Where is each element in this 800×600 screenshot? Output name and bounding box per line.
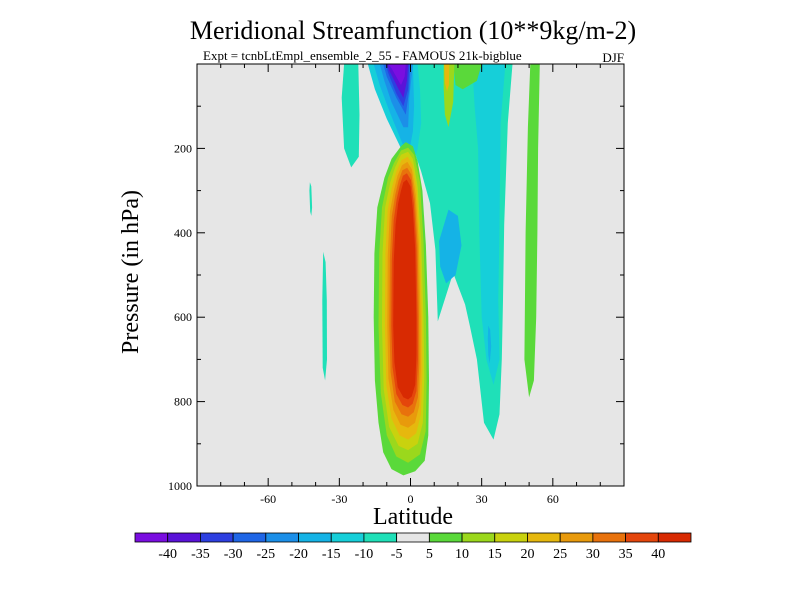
colorbar-swatch (527, 532, 561, 543)
colorbar-swatch (167, 532, 201, 543)
contour-north-weak-positive-upper (453, 64, 482, 90)
x-tick-label: -30 (331, 492, 347, 506)
contour-north-negative-15-blob (439, 209, 462, 284)
colorbar-swatch (559, 532, 594, 543)
colorbar-label: -30 (224, 547, 243, 562)
colorbar-label: -15 (322, 547, 341, 562)
plot-area (197, 64, 624, 486)
colorbar-label: 5 (426, 547, 433, 562)
contour-hadley-positive-40 (393, 179, 417, 400)
colorbar-swatch (428, 532, 463, 543)
y-tick-label: 1000 (168, 479, 192, 493)
colorbar-swatch (330, 532, 365, 543)
x-tick-label: 60 (547, 492, 559, 506)
colorbar-label: 35 (619, 547, 633, 562)
colorbar-swatch (494, 532, 528, 543)
colorbar-swatch (396, 532, 430, 543)
colorbar-label: -20 (289, 547, 308, 562)
colorbar-label: -35 (191, 547, 210, 562)
colorbar-swatch (363, 532, 398, 543)
colorbar-swatch (592, 532, 626, 543)
colorbar-label: -5 (391, 547, 403, 562)
colorbar-label: -25 (256, 547, 275, 562)
contour-north-positive-upper-20 (444, 64, 450, 92)
contour-south-small-negative-blob (322, 251, 327, 381)
axes: -60 -30 0 30 60 200 400 600 800 1000 (168, 63, 625, 506)
contour-hadley-negative-40 (388, 64, 406, 86)
x-tick-label: 30 (476, 492, 488, 506)
y-tick-label: 600 (174, 310, 192, 324)
colorbar-swatch (625, 532, 659, 543)
x-axis-label: Latitude (373, 504, 453, 530)
colorbar-swatch (298, 532, 332, 543)
contour-north-weak-positive-cell (524, 64, 540, 398)
y-tick-label: 400 (174, 226, 192, 240)
contour-southern-weak-negative-cell (341, 64, 360, 168)
y-axis-label: Pressure (in hPa) (118, 190, 144, 354)
colorbar-label: 25 (553, 547, 567, 562)
colorbar-label: 20 (520, 547, 534, 562)
colorbar-swatch (200, 532, 234, 543)
colorbar: -40 -35 -30 -25 -20 -15 -10 -5 5 10 15 20 25 30 35 40 (134, 532, 692, 562)
colorbar-swatch (134, 532, 169, 543)
colorbar-label: 40 (651, 547, 665, 562)
colorbar-swatch (657, 532, 692, 543)
colorbar-label: -40 (158, 547, 177, 562)
colorbar-swatch (232, 532, 267, 543)
contour-north-negative-15-small (487, 325, 492, 364)
colorbar-swatch (461, 532, 496, 543)
season-label: DJF (602, 50, 624, 65)
x-tick-label: 0 (408, 492, 414, 506)
x-tick-label: -60 (260, 492, 276, 506)
chart-title: Meridional Streamfunction (10**9kg/m-2) (190, 16, 636, 45)
y-tick-label: 200 (174, 141, 192, 155)
colorbar-label: 30 (586, 547, 600, 562)
colorbar-swatch (265, 532, 299, 543)
contour-tiny-negative-speck (309, 182, 313, 216)
colorbar-label: 10 (455, 547, 469, 562)
colorbar-label: -10 (355, 547, 374, 562)
chart-subtitle: Expt = tcnbLtEmpl_ensemble_2_55 - FAMOUS… (203, 48, 522, 63)
contour-north-negative-10-core (472, 64, 506, 385)
colorbar-label: 15 (488, 547, 502, 562)
y-tick-label: 800 (174, 395, 192, 409)
